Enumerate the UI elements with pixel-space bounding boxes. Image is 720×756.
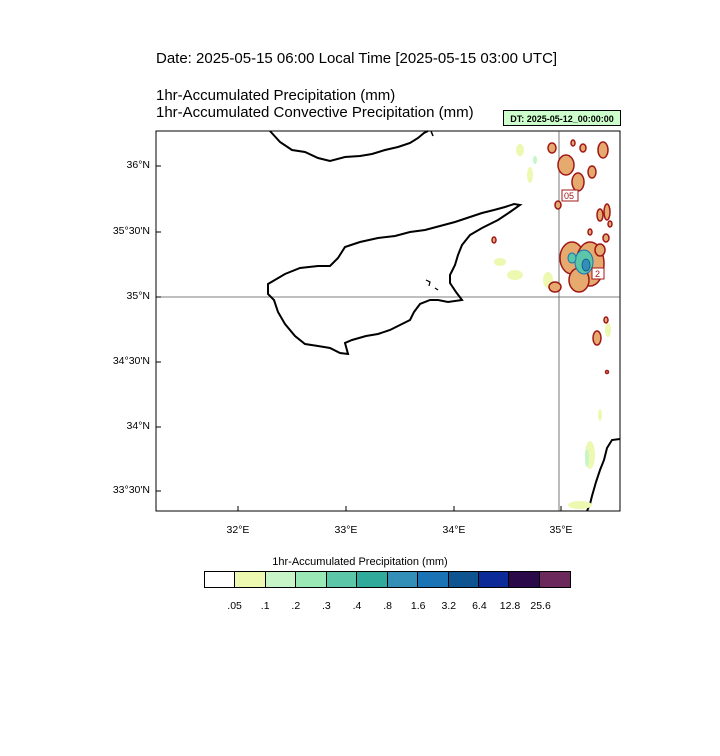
coastline-levant: [586, 438, 621, 512]
colorbar-box-4: [326, 572, 358, 587]
map-frame: [155, 130, 621, 512]
lat-label-34-30n: 34°30'N: [112, 355, 150, 367]
contour-label-2: 2: [595, 269, 600, 279]
colorbar-level-label: 25.6: [530, 600, 551, 612]
convective-cells: [491, 139, 613, 375]
lon-label-32e: 32°E: [226, 524, 250, 536]
colorbar-level-label: 1.6: [410, 600, 426, 612]
colorbar-box-1: [235, 572, 266, 587]
colorbar-level-label: .8: [383, 600, 392, 612]
contour-label-boxes: [561, 189, 605, 280]
colorbar-box-0: [205, 572, 236, 587]
coastline-cyprus: [267, 202, 523, 356]
colorbar-level-label: 12.8: [499, 600, 521, 612]
lon-label-35e: 35°E: [549, 524, 573, 536]
lat-label-36n: 36°N: [126, 159, 150, 171]
init-time-badge: DT: 2025-05-12_00:00:00: [503, 110, 621, 126]
contour-label-05: 05: [564, 191, 574, 201]
colorbar-box-9: [478, 572, 510, 587]
coastline-turkey: [269, 130, 429, 163]
colorbar-box-2: [265, 572, 297, 587]
colorbar-level-label: .1: [260, 600, 270, 612]
variable-title-precip: 1hr-Accumulated Precipitation (mm): [156, 87, 396, 104]
colorbar-box-7: [418, 572, 449, 587]
colorbar-title: 1hr-Accumulated Precipitation (mm): [272, 556, 448, 568]
colorbar-box-5: [357, 572, 388, 587]
colorbar-level-label: 3.2: [441, 600, 457, 612]
lon-label-33e: 33°E: [334, 524, 358, 536]
colorbar-level-label: .2: [291, 600, 301, 612]
variable-title-convective: 1hr-Accumulated Convective Precipitation…: [156, 104, 474, 121]
lat-label-35-30n: 35°30'N: [112, 225, 150, 237]
lat-label-34n: 34°N: [126, 420, 150, 432]
colorbar: [204, 571, 572, 588]
lat-label-35n: 35°N: [126, 290, 150, 302]
light-precip-patches: [494, 144, 611, 509]
date-title: Date: 2025-05-15 06:00 Local Time [2025-…: [156, 50, 558, 67]
colorbar-level-label: .05: [227, 600, 242, 612]
colorbar-box-8: [448, 572, 479, 587]
colorbar-level-label: .4: [352, 600, 362, 612]
axis-ticks: [156, 165, 562, 511]
lat-label-33-30n: 33°30'N: [112, 484, 150, 496]
colorbar-box-10: [509, 572, 540, 587]
colorbar-box-3: [296, 572, 327, 587]
colorbar-box-6: [387, 572, 419, 587]
colorbar-level-label: 6.4: [472, 600, 487, 612]
lon-label-34e: 34°E: [442, 524, 466, 536]
colorbar-level-label: .3: [322, 600, 331, 612]
colorbar-box-11: [539, 572, 571, 587]
